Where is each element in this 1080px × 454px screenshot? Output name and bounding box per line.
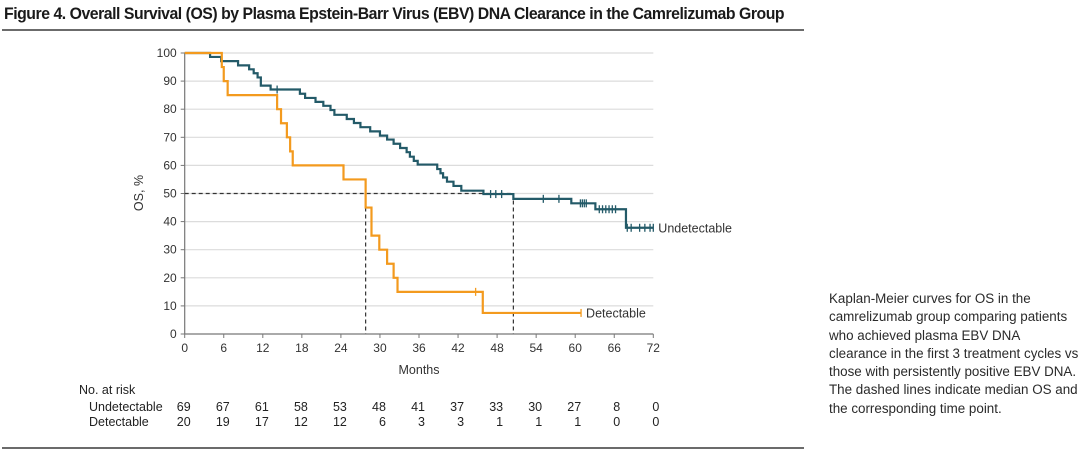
x-tick-label: 24 xyxy=(334,341,348,355)
risk-value: 1 xyxy=(574,415,581,429)
curve-undetectable xyxy=(184,51,654,229)
y-tick-label: 30 xyxy=(163,243,177,257)
x-tick-label: 60 xyxy=(569,341,583,355)
risk-value: 12 xyxy=(294,415,308,429)
top-divider xyxy=(2,29,804,31)
risk-value: 48 xyxy=(372,400,386,414)
y-axis-title: OS, % xyxy=(132,175,146,211)
gridlines xyxy=(184,52,654,307)
x-tick-label: 36 xyxy=(412,341,426,355)
risk-value: 17 xyxy=(255,415,269,429)
y-tick-label: 100 xyxy=(157,46,177,60)
risk-value: 0 xyxy=(652,400,659,414)
risk-value: 41 xyxy=(411,400,425,414)
x-tick-label: 66 xyxy=(608,341,622,355)
series-label-undetectable: Undetectable xyxy=(658,221,732,235)
x-tick-label: 30 xyxy=(373,341,387,355)
risk-value: 69 xyxy=(177,400,191,414)
x-tick-label: 0 xyxy=(181,341,188,355)
median-lines xyxy=(184,192,514,334)
series-label-detectable: Detectable xyxy=(586,306,646,320)
risk-value: 30 xyxy=(528,400,542,414)
y-tick-label: 0 xyxy=(170,327,177,341)
y-tick-label: 70 xyxy=(163,130,177,144)
risk-value: 37 xyxy=(450,400,464,414)
x-tick-label: 48 xyxy=(490,341,504,355)
y-tick-label: 60 xyxy=(163,158,177,172)
risk-value: 1 xyxy=(535,415,542,429)
y-tick-label: 90 xyxy=(163,74,177,88)
risk-value: 53 xyxy=(333,400,347,414)
risk-value: 3 xyxy=(457,415,464,429)
risk-value: 61 xyxy=(255,400,269,414)
x-tick-label: 42 xyxy=(451,341,465,355)
risk-value: 6 xyxy=(379,415,386,429)
risk-row-label: Undetectable xyxy=(89,400,163,414)
risk-value: 0 xyxy=(652,415,659,429)
x-tick-label: 12 xyxy=(256,341,270,355)
risk-value: 19 xyxy=(216,415,230,429)
risk-table: No. at risk Undetectable 69 67 61 58 53 48 41 37… xyxy=(79,383,659,429)
x-tick-label: 6 xyxy=(220,341,227,355)
bottom-divider xyxy=(2,447,804,449)
figure-title: Figure 4. Overall Survival (OS) by Plasm… xyxy=(4,4,785,23)
risk-value: 8 xyxy=(613,400,620,414)
risk-value: 3 xyxy=(418,415,425,429)
risk-value: 1 xyxy=(496,415,503,429)
risk-table-header: No. at risk xyxy=(79,383,136,397)
risk-value: 27 xyxy=(567,400,581,414)
figure-caption: Kaplan-Meier curves for OS in the camrel… xyxy=(829,291,1079,416)
risk-value: 0 xyxy=(613,415,620,429)
x-tick-label: 54 xyxy=(529,341,543,355)
curve-detectable xyxy=(184,51,582,315)
x-axis-title: Months xyxy=(399,363,440,377)
y-tick-label: 10 xyxy=(163,299,177,313)
axis-labels: OS, % Months xyxy=(132,175,440,377)
x-tick-label: 72 xyxy=(647,341,661,355)
risk-value: 58 xyxy=(294,400,308,414)
risk-value: 33 xyxy=(489,400,503,414)
risk-value: 67 xyxy=(216,400,230,414)
risk-value: 20 xyxy=(177,415,191,429)
survival-curves: Undetectable Detectable xyxy=(184,51,732,320)
y-tick-label: 40 xyxy=(163,215,177,229)
x-tick-label: 18 xyxy=(295,341,309,355)
risk-row-label: Detectable xyxy=(89,415,149,429)
y-tick-label: 20 xyxy=(163,271,177,285)
y-tick-label: 80 xyxy=(163,102,177,116)
axes: 0 10 20 30 40 50 60 70 80 90 100 0 6 12 18 24 30 36 42 48 54… xyxy=(157,46,661,355)
y-tick-label: 50 xyxy=(163,187,177,201)
risk-value: 12 xyxy=(333,415,347,429)
